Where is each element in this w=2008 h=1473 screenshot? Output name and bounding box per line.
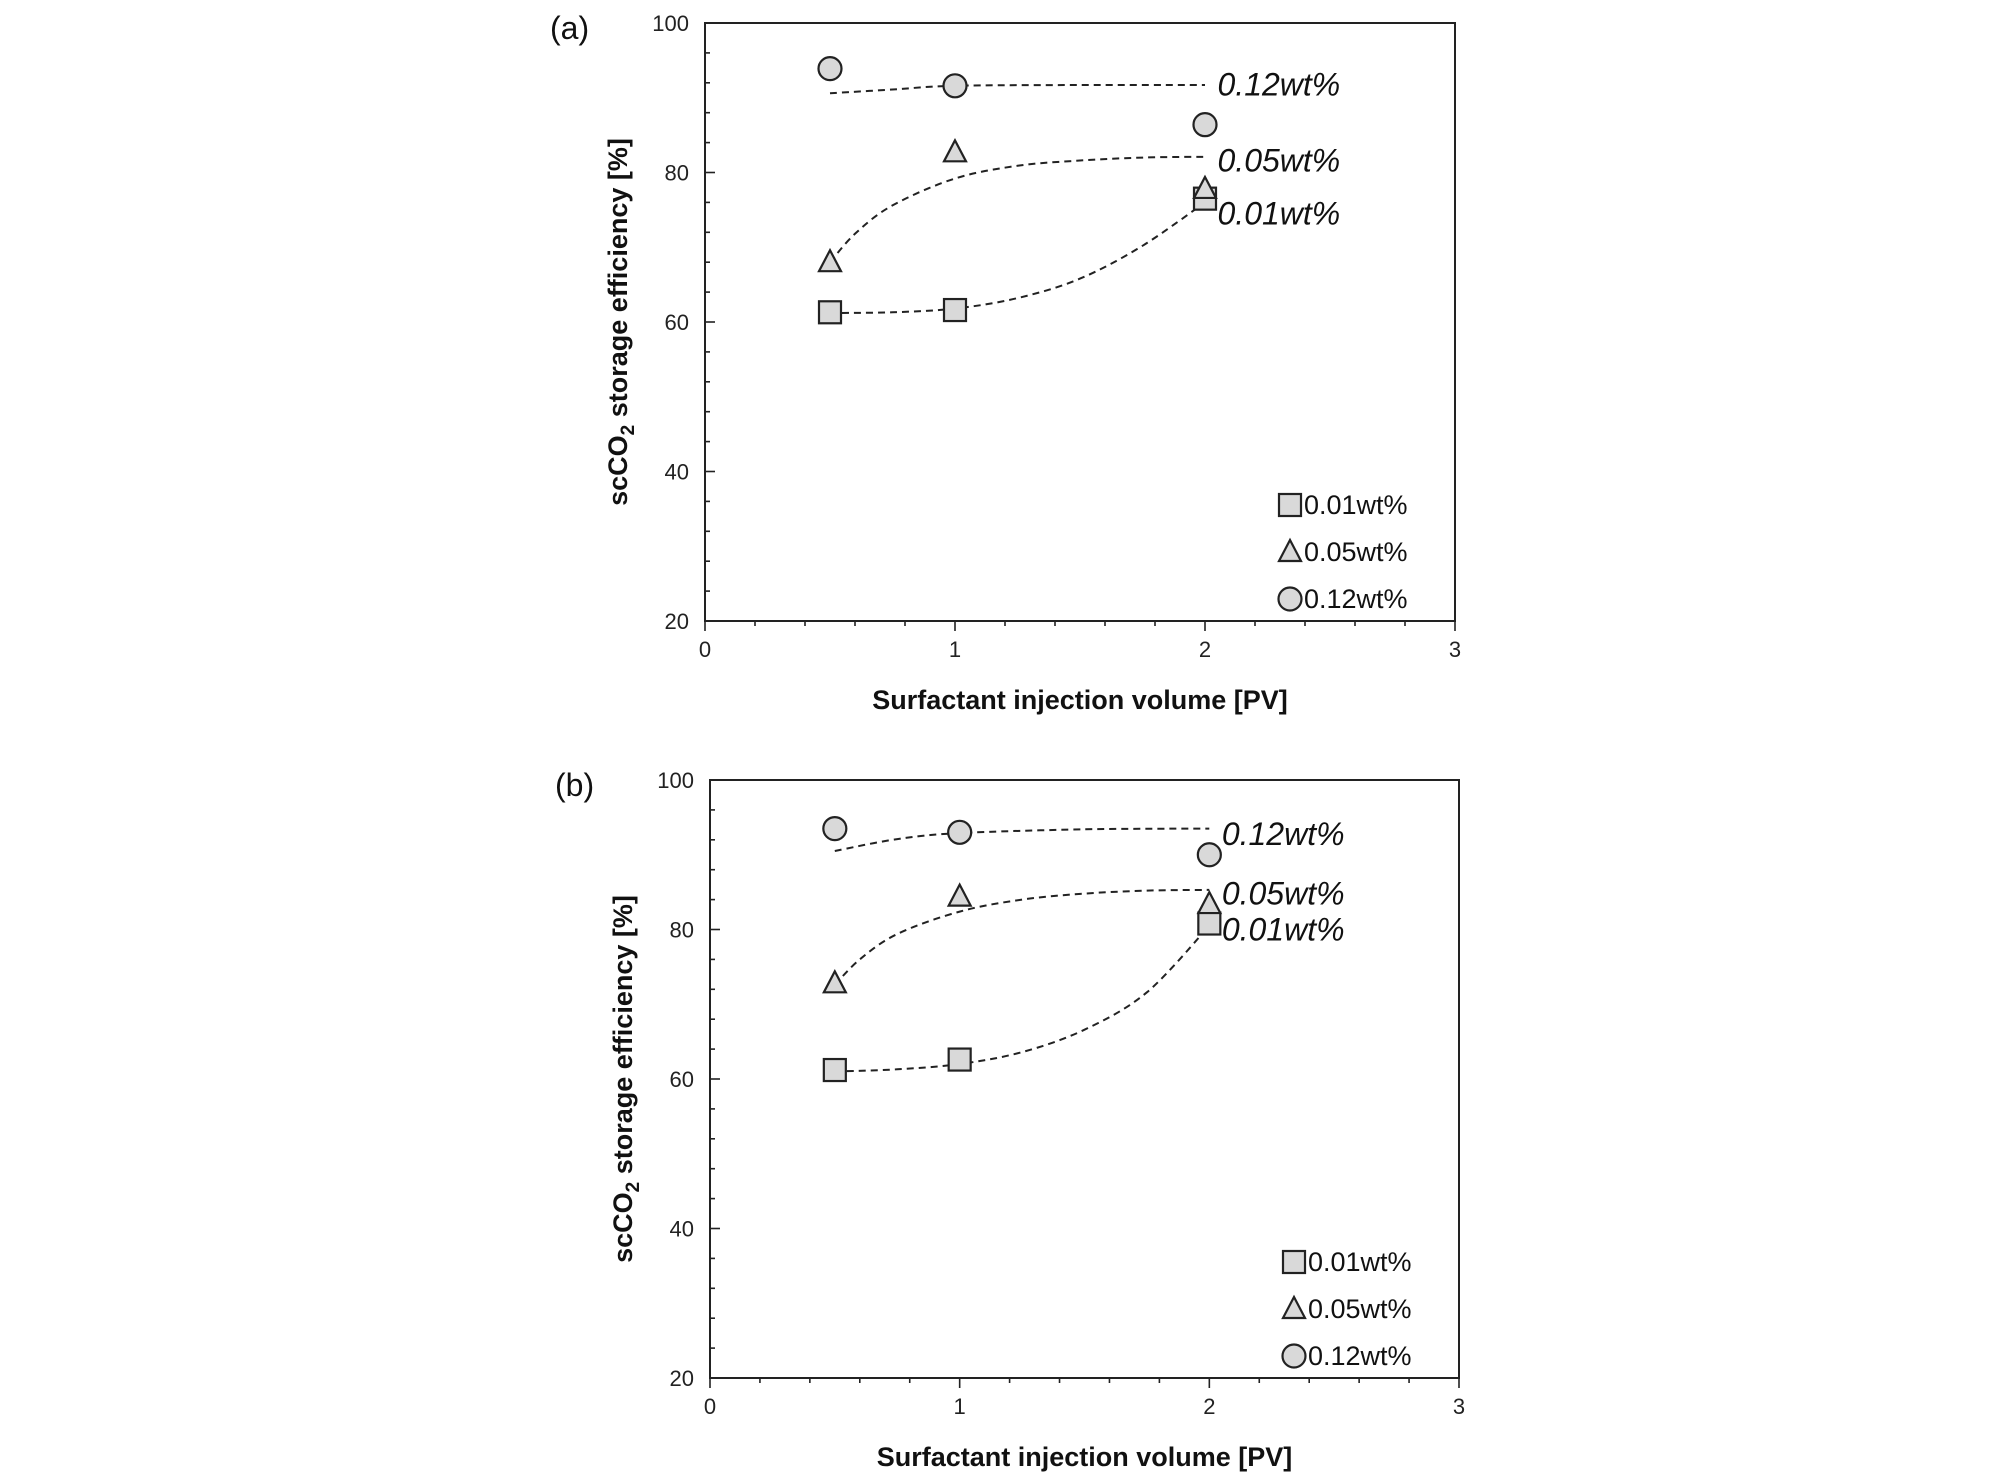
y-axis-title: scCO2 storage efficiency [%] [608,895,644,1263]
legend-marker-square [1277,492,1303,518]
fit-curve [834,888,1210,986]
data-point-square [947,1047,972,1072]
data-point-triangle [817,247,843,273]
curve-label: 0.01wt% [1218,196,1341,232]
data-point-triangle [822,968,848,994]
y-axis-title-prefix: scCO [603,435,633,506]
fit-curve [834,827,1210,852]
data-point-circle [822,815,848,842]
data-point-circle [947,819,973,845]
y-tick-label: 60 [665,310,689,335]
data-point-square [1197,911,1222,936]
data-point-triangle [1196,889,1223,915]
x-tick-label: 3 [1449,637,1461,662]
x-tick-label: 0 [704,1394,716,1419]
legend-label: 0.05wt% [1304,537,1408,567]
y-tick-label: 80 [665,161,689,186]
plot-frame [709,779,1460,1379]
legend-label: 0.12wt% [1304,584,1408,614]
y-axis-title-suffix: storage efficiency [%] [608,895,638,1182]
x-axis-title: Surfactant injection volume [PV] [877,1442,1293,1472]
y-tick-label: 40 [665,460,689,485]
fit-curve [829,83,1206,95]
y-axis-title-suffix: storage efficiency [%] [603,138,633,425]
y-axis-title-subscript: 2 [623,1182,644,1193]
legend-marker-circle [1277,586,1303,612]
curve-label: 0.01wt% [1222,912,1345,948]
data-point-triangle [942,137,968,163]
x-tick-label: 1 [949,637,961,662]
x-tick-label: 1 [954,1394,966,1419]
panel-label: (a) [550,10,589,46]
y-tick-label: 80 [670,918,694,943]
data-point-circle [1192,112,1218,138]
curve-label: 0.05wt% [1222,876,1345,912]
curve-label: 0.05wt% [1218,143,1341,179]
legend-label: 0.12wt% [1308,1341,1412,1371]
chart-panel-b: (b) 20 40 60 80 100 0 1 2 3 Surfactant injection v… [555,767,1465,1472]
y-tick-label: 100 [652,11,689,36]
chart-panel-a: (a) 20 40 60 80 100 0 1 2 3 Surfactant injection v… [550,10,1461,715]
x-tick-label: 2 [1203,1394,1215,1419]
y-tick-label: 20 [665,609,689,634]
x-axis-title: Surfactant injection volume [PV] [872,685,1288,715]
y-tick-label: 20 [670,1366,694,1391]
y-tick-label: 100 [657,768,694,793]
data-point-triangle [946,882,973,907]
legend-label: 0.01wt% [1304,490,1408,520]
data-point-circle [817,55,843,82]
x-tick-label: 3 [1453,1394,1465,1419]
fit-curve [829,155,1206,263]
legend-label: 0.01wt% [1308,1247,1412,1277]
data-point-square [942,297,968,323]
data-point-circle [1196,842,1222,868]
fit-curve [834,925,1211,1073]
x-tick-label: 0 [699,637,711,662]
legend-label: 0.05wt% [1308,1294,1412,1324]
x-tick-label: 2 [1199,637,1211,662]
panel-label: (b) [555,767,594,803]
data-point-triangle [1192,174,1218,200]
curve-label: 0.12wt% [1218,66,1341,102]
data-point-circle [942,73,968,99]
plot-frame [704,22,1456,622]
legend-marker-triangle [1281,1294,1307,1320]
legend-marker-triangle [1277,537,1303,563]
y-tick-label: 60 [670,1067,694,1092]
legend-marker-circle [1281,1343,1307,1369]
y-axis-title-prefix: scCO [608,1192,638,1263]
y-tick-label: 40 [670,1217,694,1242]
fit-curve [829,201,1206,314]
y-axis-title-subscript: 2 [618,425,639,436]
data-point-square [822,1057,847,1083]
data-point-square [817,300,843,325]
y-axis-title: scCO2 storage efficiency [%] [603,138,639,506]
curve-label: 0.12wt% [1222,816,1345,852]
legend-marker-square [1281,1249,1307,1275]
